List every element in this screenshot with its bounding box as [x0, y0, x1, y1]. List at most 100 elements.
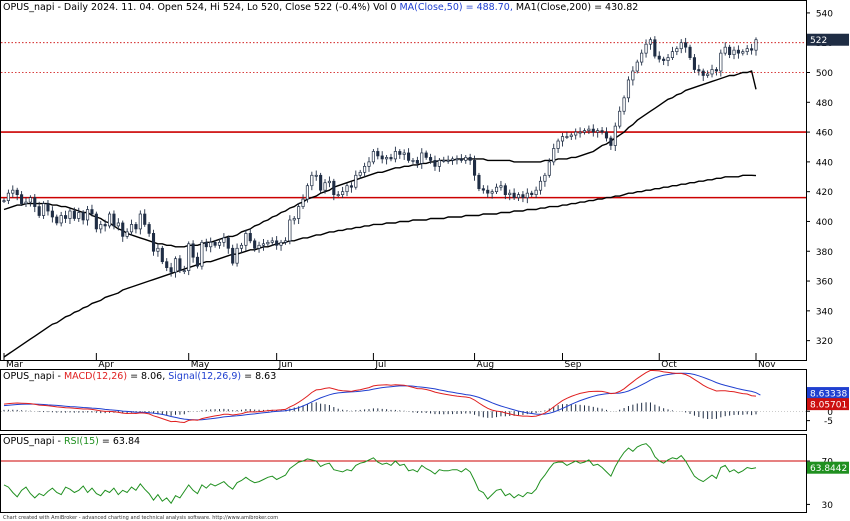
candle-body — [103, 224, 107, 227]
candle-body — [750, 48, 754, 51]
month-label-Sep: Sep — [565, 360, 582, 370]
price-ytick-540: 540 — [816, 9, 833, 19]
candle-body — [393, 151, 397, 160]
candle-body — [292, 218, 296, 221]
macd-label: MACD(12,26) — [64, 371, 127, 382]
rsi-label: RSI(15) — [64, 436, 99, 447]
candle-body — [332, 180, 336, 196]
candle-body — [420, 152, 424, 164]
candle-body — [143, 213, 147, 225]
candle-body — [371, 151, 375, 163]
candle-body — [195, 256, 200, 267]
candle-body — [600, 130, 604, 133]
candle-body — [437, 160, 441, 167]
candle-body — [266, 241, 270, 245]
candle-body — [6, 192, 10, 201]
candle-body — [464, 157, 468, 161]
candle-body — [618, 110, 622, 127]
price-ytick-460: 460 — [816, 129, 833, 139]
candle-body — [305, 185, 309, 200]
candle-body — [574, 131, 578, 136]
signal-value-badge-box — [807, 387, 849, 400]
candle-body — [107, 213, 112, 227]
candle-body — [415, 160, 419, 164]
candle-body — [552, 148, 556, 163]
candle-body — [508, 192, 512, 196]
candle-body — [424, 152, 428, 158]
candle-body — [429, 157, 433, 161]
candle-body — [684, 42, 688, 48]
candle-body — [569, 134, 573, 137]
macd-panel — [0, 369, 807, 431]
candle-body — [46, 203, 50, 212]
candle-body — [129, 224, 134, 233]
candle-body — [90, 209, 94, 215]
candle-body — [275, 240, 279, 246]
rsi-value: = 63.84 — [102, 436, 140, 447]
candle-body — [472, 160, 477, 176]
rsi-panel — [0, 434, 807, 513]
candle-body — [270, 240, 274, 243]
candle-body — [596, 130, 600, 133]
candle-body — [433, 160, 437, 167]
candle-body — [169, 267, 173, 273]
candle-body — [591, 128, 595, 133]
candle-body — [314, 174, 318, 177]
candle-body — [380, 155, 384, 160]
candle-body — [72, 210, 76, 219]
candle-body — [613, 125, 617, 146]
price-ytick-480: 480 — [816, 99, 833, 109]
candle-body — [367, 161, 371, 167]
candle-body — [648, 39, 653, 45]
candle-body — [178, 258, 182, 271]
candle-body — [349, 185, 353, 188]
macd-value: = 8.06, — [130, 371, 165, 382]
candle-body — [675, 48, 679, 52]
ma50-label: MA(Close,50) = 488.70, — [399, 2, 512, 13]
candle-body — [231, 247, 235, 264]
candle-body — [121, 222, 125, 237]
candle-body — [209, 241, 213, 248]
candle-body — [182, 270, 186, 272]
rsi-layer: 703063.8442 — [1, 443, 849, 511]
candle-body — [2, 200, 6, 202]
candle-body — [398, 151, 402, 155]
rsi-ytick-30: 30 — [822, 501, 834, 511]
candle-body — [503, 185, 507, 196]
candle-body — [226, 237, 230, 249]
candle-body — [697, 69, 701, 72]
month-label-May: May — [191, 360, 210, 370]
candle-body — [217, 241, 222, 246]
candle-body — [512, 192, 516, 198]
month-label-Jun: Jun — [278, 360, 293, 370]
candle-body — [679, 42, 683, 50]
candle-body — [81, 212, 85, 221]
candle-body — [706, 73, 710, 76]
candle-body — [662, 58, 666, 61]
candle-body — [213, 241, 217, 246]
rsi-value-badge-box — [807, 461, 849, 474]
candle-body — [20, 194, 24, 204]
candle-body — [253, 240, 257, 249]
candle-body — [402, 152, 406, 155]
month-label-Nov: Nov — [758, 360, 776, 370]
candle-body — [200, 241, 204, 267]
candle-body — [411, 160, 415, 162]
candle-body — [363, 165, 367, 173]
candle-body — [301, 198, 305, 207]
candle-body — [222, 237, 226, 243]
candle-body — [701, 70, 705, 76]
rsi-line — [3, 443, 757, 505]
candle-body — [319, 174, 323, 191]
candle-body — [521, 194, 525, 198]
candle-body — [257, 244, 261, 249]
candle-body — [244, 233, 248, 246]
price-ytick-500: 500 — [816, 69, 833, 79]
signal-label: Signal(12,26,9) — [168, 371, 241, 382]
candle-body — [609, 137, 613, 146]
candle-body — [560, 136, 565, 142]
candle-body — [578, 131, 582, 134]
candle-body — [486, 189, 490, 194]
